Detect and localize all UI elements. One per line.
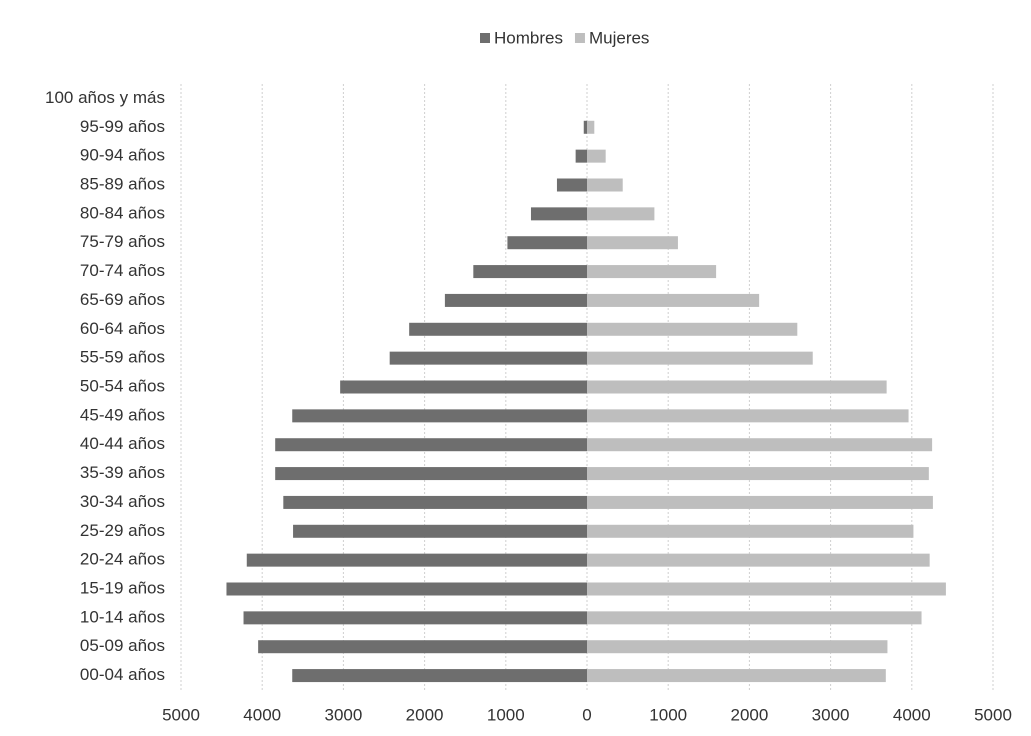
bar [587,524,914,538]
y-tick-label: 35-39 años [80,463,165,482]
bar [587,553,930,567]
bar [258,640,587,654]
bar [473,265,587,279]
y-tick-label: 25-29 años [80,521,165,540]
legend-swatch [574,33,585,43]
bar [587,380,887,394]
y-tick-label: 15-19 años [80,578,165,597]
x-tick-label: 1000 [649,705,687,724]
x-tick-label: 5000 [162,705,200,724]
bar [340,380,587,394]
bar [587,322,798,336]
bar [587,265,717,279]
bar [243,611,588,625]
y-tick-label: 85-89 años [80,174,165,193]
bar [587,236,678,250]
x-tick-label: 2000 [730,705,768,724]
bar [292,409,587,423]
bar [587,293,760,307]
y-tick-label: 100 años y más [45,88,165,107]
bar [409,322,587,336]
bar [587,120,595,134]
y-tick-label: 05-09 años [80,636,165,655]
x-tick-label: 2000 [406,705,444,724]
bar [275,467,587,481]
bar [530,207,587,221]
y-tick-label: 20-24 años [80,550,165,569]
bar [275,438,587,452]
y-tick-label: 30-34 años [80,492,165,511]
bar [587,351,813,365]
bar [587,582,946,596]
bar [587,640,888,654]
x-tick-label: 4000 [243,705,281,724]
bar [587,178,623,192]
legend-label: Mujeres [589,28,649,47]
bar [507,236,587,250]
bar [292,669,587,683]
y-tick-label: 65-69 años [80,290,165,309]
bar [587,467,929,481]
legend-swatch [480,33,490,43]
y-tick-label: 55-59 años [80,348,165,367]
bar [556,178,587,192]
bar [587,669,886,683]
x-tick-label: 0 [582,705,591,724]
y-tick-label: 95-99 años [80,117,165,136]
y-tick-label: 75-79 años [80,232,165,251]
bar [587,207,655,221]
y-tick-label: 80-84 años [80,203,165,222]
x-tick-label: 3000 [812,705,850,724]
bar [293,524,587,538]
y-tick-label: 60-64 años [80,319,165,338]
y-tick-label: 90-94 años [80,146,165,165]
x-tick-label: 5000 [974,705,1012,724]
bar [389,351,587,365]
y-tick-label: 45-49 años [80,405,165,424]
bar [587,438,933,452]
bar [444,293,587,307]
bar [283,495,587,509]
bar [575,149,587,163]
bar [583,120,587,134]
bar [587,149,606,163]
y-tick-label: 40-44 años [80,434,165,453]
x-tick-label: 4000 [893,705,931,724]
y-tick-label: 50-54 años [80,376,165,395]
bar [226,582,588,596]
bar [587,611,922,625]
x-tick-label: 1000 [487,705,525,724]
y-tick-label: 70-74 años [80,261,165,280]
y-tick-label: 10-14 años [80,607,165,626]
bar [587,495,933,509]
bar [587,409,909,423]
y-tick-label: 00-04 años [80,665,165,684]
bar [246,553,587,567]
legend-label: Hombres [494,28,563,47]
x-tick-label: 3000 [324,705,362,724]
